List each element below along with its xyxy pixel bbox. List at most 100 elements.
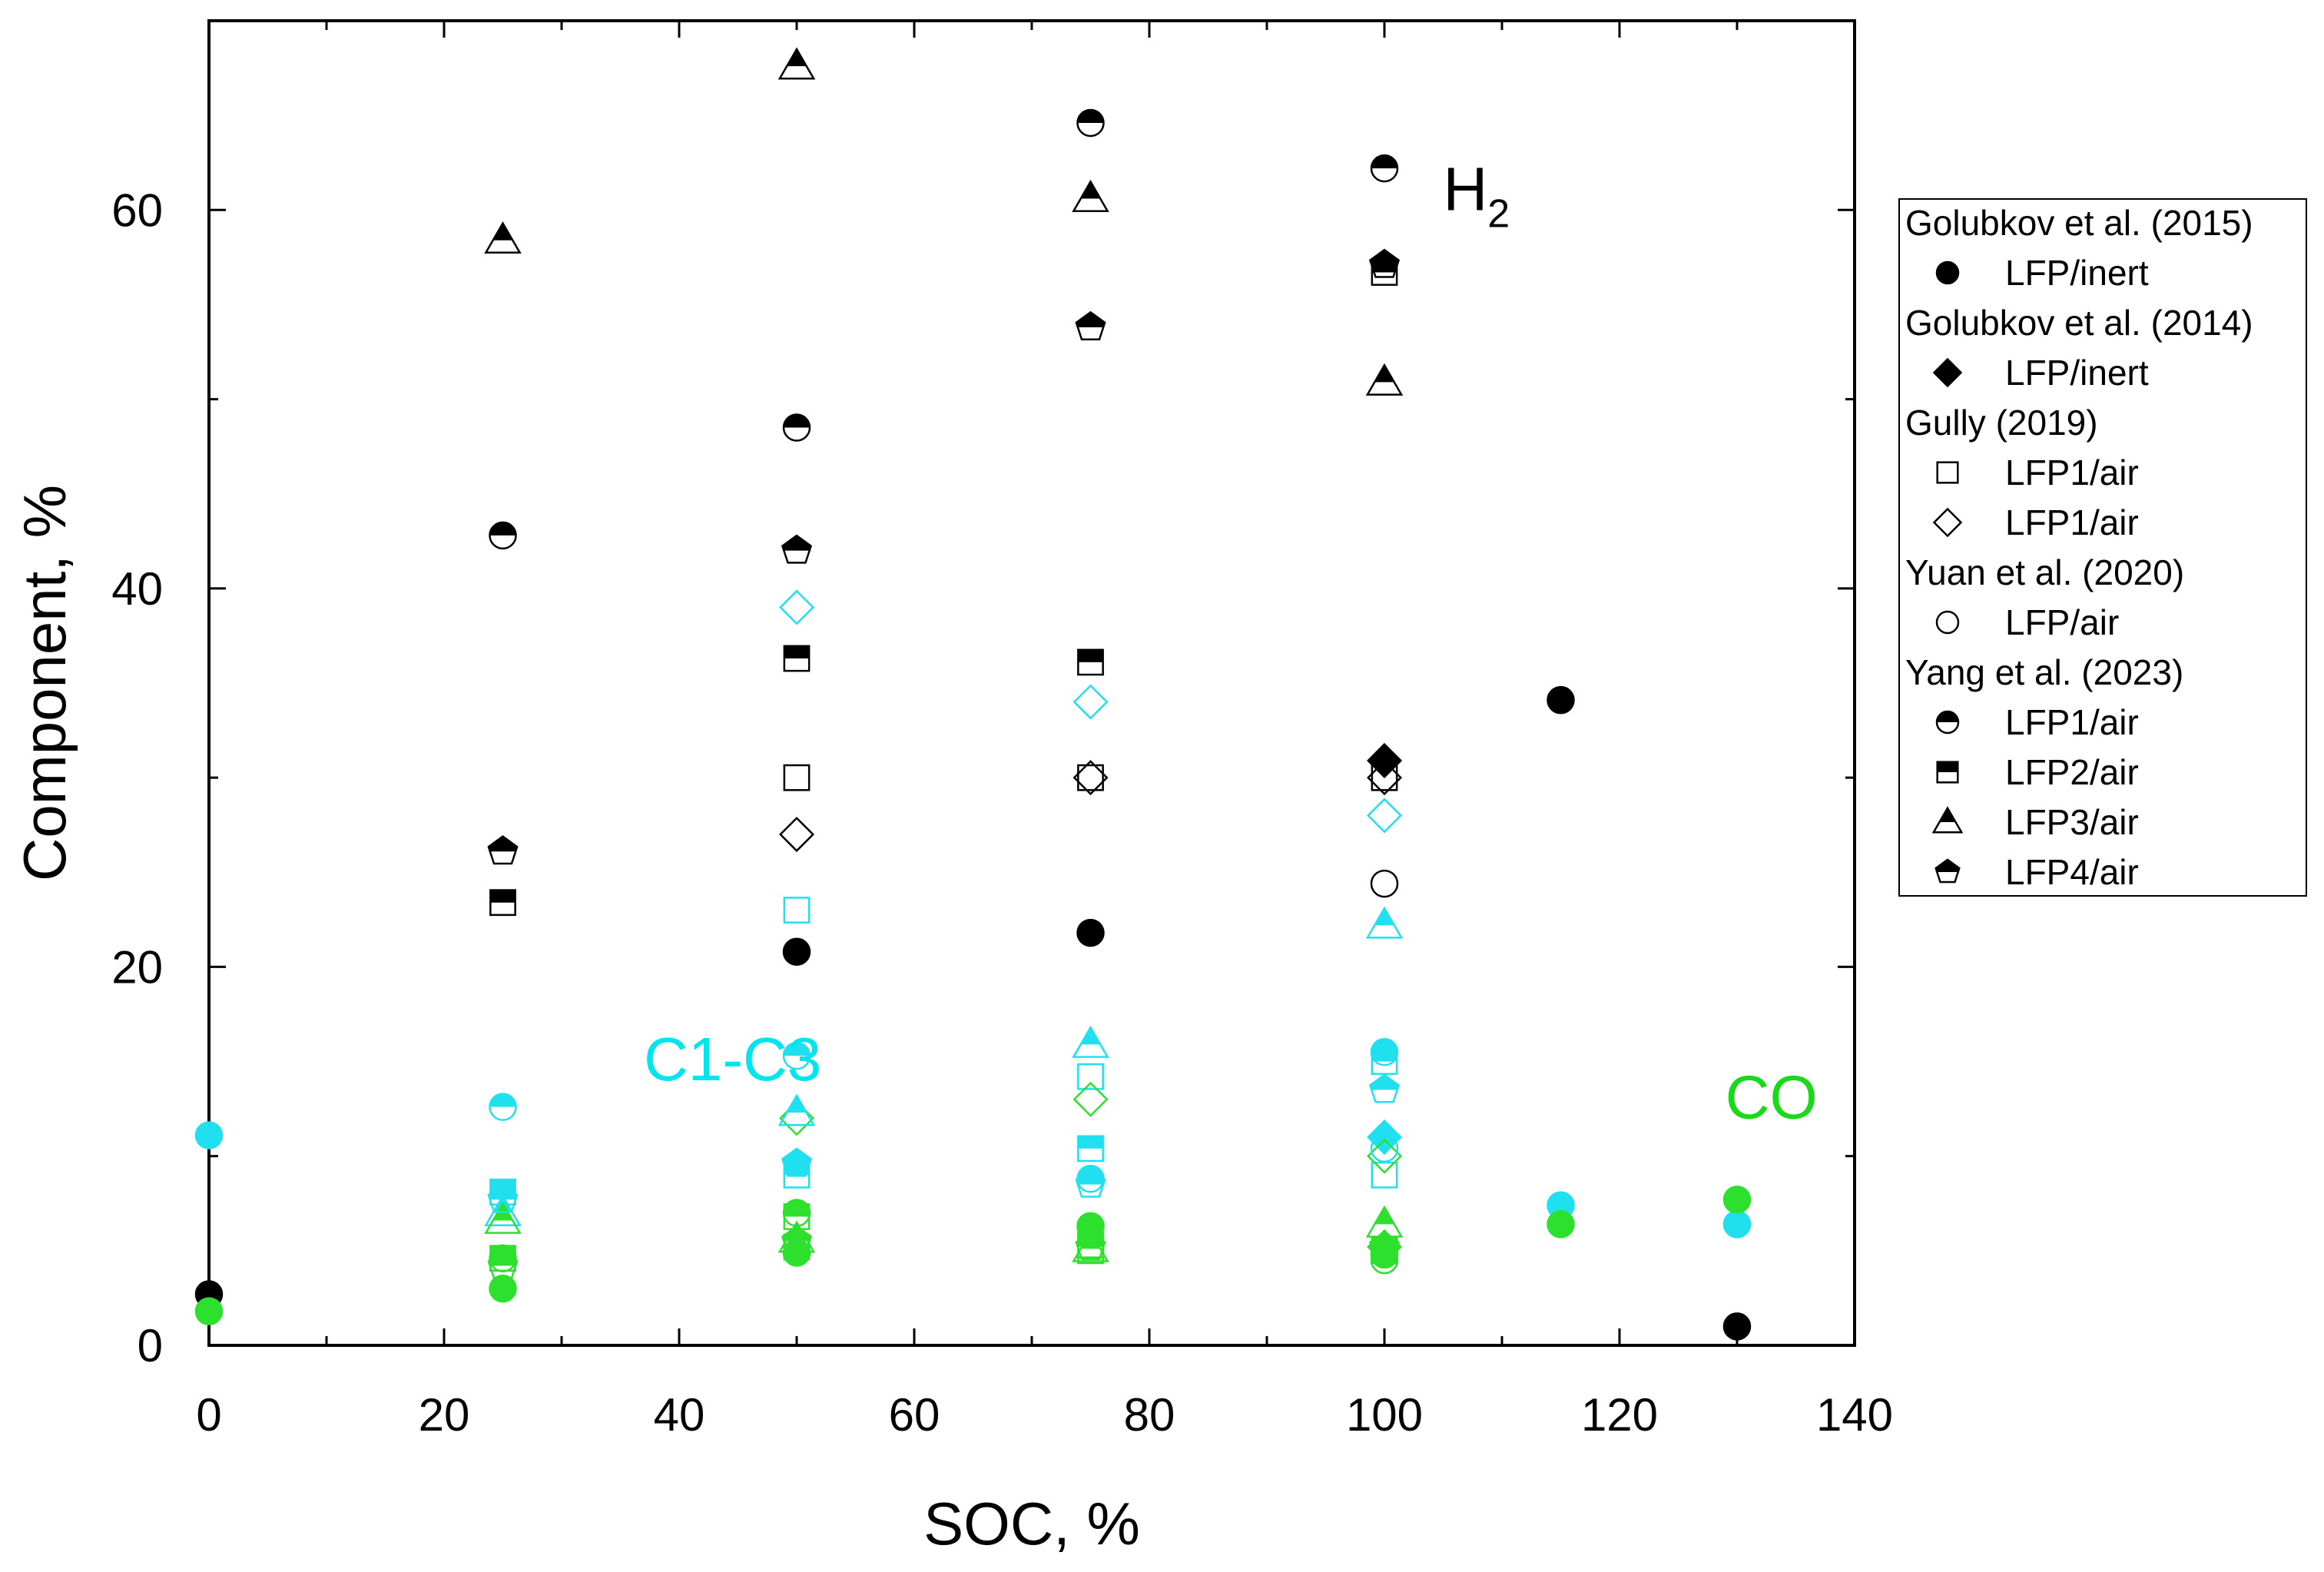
data-point bbox=[1075, 310, 1106, 341]
data-point bbox=[484, 221, 522, 254]
data-points bbox=[194, 47, 1752, 1341]
data-point bbox=[782, 413, 811, 442]
legend-source: Yang et al. (2023) bbox=[1905, 652, 2183, 692]
data-point bbox=[1072, 1025, 1109, 1058]
legend-source: Golubkov et al. (2015) bbox=[1905, 203, 2253, 243]
data-point bbox=[782, 1041, 811, 1070]
data-point bbox=[1076, 108, 1105, 138]
data-point bbox=[489, 521, 517, 550]
y-axis-title: Component, % bbox=[11, 485, 78, 881]
data-point bbox=[779, 589, 815, 625]
data-point bbox=[1722, 1210, 1752, 1239]
legend-entry-label: LFP/air bbox=[2005, 602, 2119, 642]
y-tick-labels: 0 20 40 60 bbox=[111, 184, 163, 1371]
x-tick-label: 20 bbox=[419, 1389, 470, 1441]
y-tick-label: 60 bbox=[111, 184, 163, 236]
data-point bbox=[1722, 1312, 1752, 1341]
data-point bbox=[1370, 869, 1399, 898]
annotations: H2 C1-C3 CO bbox=[644, 154, 1818, 1131]
legend-entry-label: LFP1/air bbox=[2005, 453, 2139, 492]
legend-entry-label: LFP1/air bbox=[2005, 502, 2139, 542]
legend-marker bbox=[1932, 507, 1963, 538]
data-point bbox=[783, 645, 811, 672]
data-point bbox=[781, 1225, 813, 1255]
data-point bbox=[779, 817, 815, 853]
data-point bbox=[1076, 918, 1105, 947]
data-point bbox=[1072, 760, 1109, 796]
legend-marker bbox=[1932, 357, 1963, 388]
data-point bbox=[1371, 1161, 1398, 1189]
data-point bbox=[489, 889, 516, 917]
y-tick-label: 20 bbox=[111, 941, 163, 993]
x-tick-label: 140 bbox=[1816, 1389, 1893, 1441]
x-tick-labels: 0 20 40 60 80 100 120 140 bbox=[196, 1389, 1893, 1441]
legend-entry-label: LFP/inert bbox=[2005, 253, 2149, 293]
data-point bbox=[194, 1121, 224, 1149]
legend-entry-label: LFP1/air bbox=[2005, 702, 2139, 742]
legend-marker bbox=[1936, 461, 1959, 484]
legend-marker bbox=[1935, 710, 1960, 735]
data-point bbox=[1077, 1063, 1104, 1090]
legend-entry-label: LFP/inert bbox=[2005, 353, 2149, 393]
data-point bbox=[1077, 1135, 1104, 1162]
data-point bbox=[781, 1147, 813, 1177]
data-point bbox=[782, 937, 811, 966]
legend-source: Golubkov et al. (2014) bbox=[1905, 303, 2253, 343]
legend-marker bbox=[1934, 858, 1961, 884]
x-tick-label: 0 bbox=[196, 1389, 221, 1441]
y-tick-label: 40 bbox=[111, 563, 163, 615]
legend-entry-label: LFP3/air bbox=[2005, 802, 2139, 842]
data-point bbox=[1368, 248, 1401, 278]
data-point bbox=[1367, 798, 1403, 834]
data-point bbox=[1077, 764, 1104, 791]
data-point bbox=[1367, 760, 1403, 796]
data-point bbox=[1722, 1186, 1752, 1214]
y-tick-label: 0 bbox=[138, 1320, 163, 1371]
legend-box bbox=[1898, 198, 2307, 897]
data-point bbox=[1075, 1168, 1106, 1198]
legend-marker bbox=[1935, 610, 1960, 635]
data-point bbox=[1370, 1134, 1399, 1163]
data-point bbox=[1368, 1073, 1401, 1103]
data-point bbox=[1368, 1230, 1401, 1260]
data-point bbox=[1075, 1230, 1106, 1260]
data-point bbox=[487, 1249, 519, 1279]
x-tick-label: 40 bbox=[654, 1389, 705, 1441]
legend: Golubkov et al. (2015) LFP/inert Golubkov … bbox=[1898, 198, 2307, 897]
annotation-label: H2 bbox=[1444, 154, 1510, 236]
data-point bbox=[783, 764, 811, 791]
data-point bbox=[194, 1297, 224, 1325]
data-point bbox=[777, 1093, 816, 1126]
annotation-label: CO bbox=[1726, 1063, 1818, 1131]
data-point bbox=[487, 835, 519, 865]
legend-entry-label: LFP2/air bbox=[2005, 752, 2139, 792]
data-point bbox=[1365, 906, 1404, 939]
legend-entry-label: LFP4/air bbox=[2005, 852, 2139, 892]
plot-frame bbox=[207, 19, 1856, 1347]
legend-source: Yuan et al. (2020) bbox=[1905, 552, 2184, 592]
data-point bbox=[1365, 363, 1404, 396]
x-tick-label: 60 bbox=[889, 1389, 940, 1441]
x-tick-label: 80 bbox=[1124, 1389, 1175, 1441]
data-point bbox=[777, 47, 816, 80]
data-point bbox=[1371, 764, 1398, 791]
x-tick-label: 100 bbox=[1346, 1389, 1423, 1441]
data-point bbox=[783, 897, 811, 924]
legend-marker bbox=[1931, 806, 1964, 834]
data-point bbox=[1371, 1048, 1398, 1075]
data-point bbox=[487, 1183, 519, 1213]
data-point bbox=[1077, 648, 1104, 676]
data-point bbox=[781, 534, 813, 564]
legend-marker bbox=[1936, 761, 1959, 784]
axis-ticks bbox=[207, 19, 1856, 1347]
legend-source: Gully (2019) bbox=[1905, 403, 2098, 443]
x-tick-label: 120 bbox=[1581, 1389, 1658, 1441]
data-point bbox=[489, 1274, 517, 1303]
data-point bbox=[1072, 1081, 1109, 1117]
data-point bbox=[489, 1093, 517, 1121]
data-point bbox=[1547, 685, 1575, 715]
data-point bbox=[1072, 684, 1109, 720]
data-point bbox=[1367, 1138, 1403, 1174]
data-point bbox=[1367, 1119, 1403, 1156]
legend-marker bbox=[1935, 260, 1960, 285]
